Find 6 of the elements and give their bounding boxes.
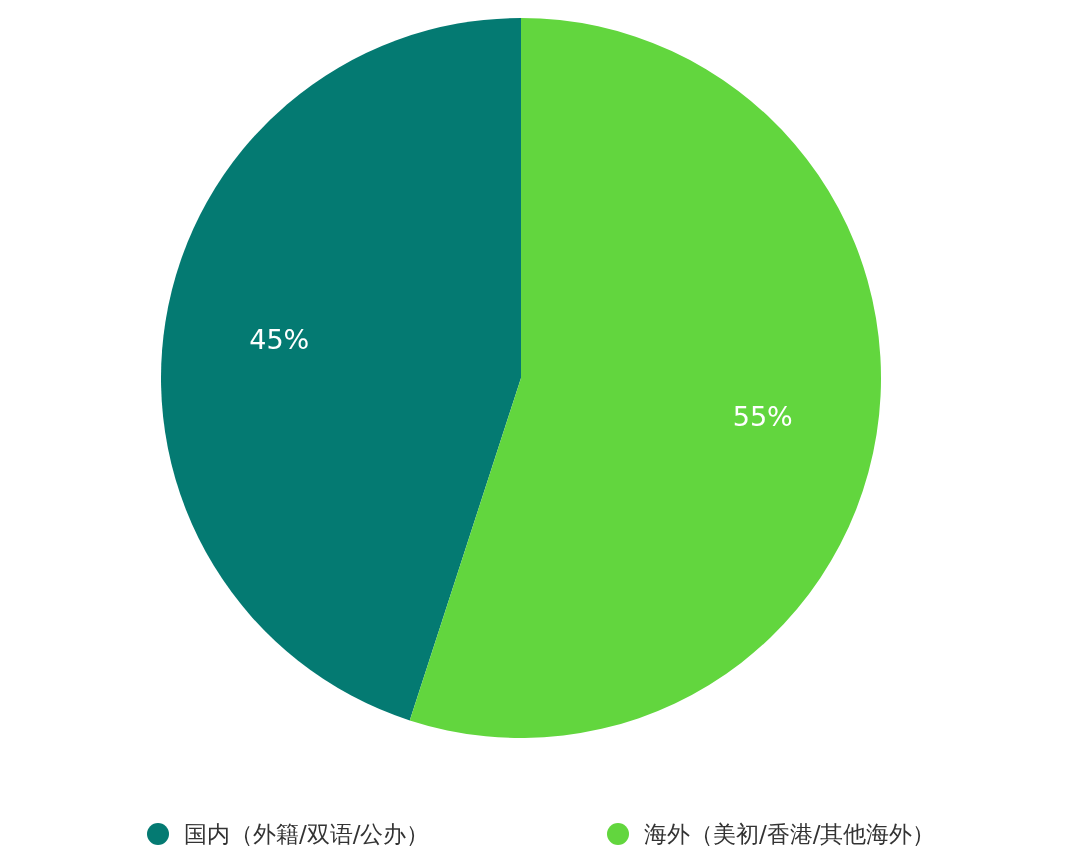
legend-label: 国内（外籍/双语/公办）: [184, 821, 430, 847]
pie-slice: [409, 18, 881, 738]
data-label: 55%: [732, 400, 793, 432]
legend-label: 海外（美初/香港/其他海外）: [644, 821, 936, 847]
data-label: 45%: [249, 324, 310, 356]
pie-slice: [161, 18, 521, 721]
